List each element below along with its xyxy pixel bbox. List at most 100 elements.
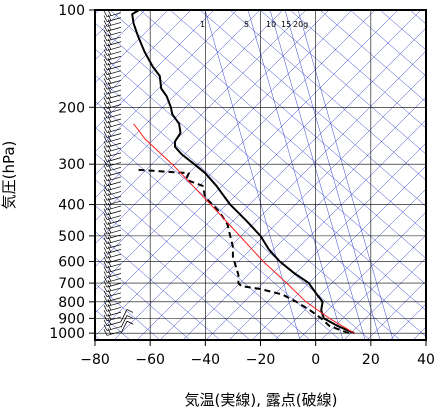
wind-barb-flag [107,101,112,108]
isotherm-line [320,234,426,340]
wind-barb-flag [103,184,108,191]
wind-barb-flag [107,222,112,229]
wind-barb-flag [103,261,108,268]
wind-barb [106,118,122,124]
wind-barb [106,137,122,143]
isotherm-line [297,211,426,340]
wind-barb [106,152,122,158]
wind-barb [106,176,122,182]
wind-barb [106,70,122,76]
wind-barb [106,51,122,56]
wind-barb [106,147,122,153]
wind-barb-flag [103,39,108,46]
wind-barb-flag [107,212,112,219]
wind-barb-flag [103,15,108,22]
adiabat-line [109,10,426,285]
wind-barb-flag [103,126,108,133]
wind-barb-flag [103,208,108,215]
reference-profile [133,123,355,334]
wind-barb [106,60,122,66]
x-tick-label: 0 [311,352,320,368]
adiabat-line [95,205,251,340]
wind-barb-flag [107,304,112,311]
grid [95,10,426,340]
wind-barb [106,239,122,245]
temperature-profile [131,10,355,335]
wind-barb-flag [103,252,108,259]
wind-barb-flag [103,160,108,167]
wind-barb-flag [107,231,112,239]
y-tick-label: 200 [58,100,85,116]
wind-barb-flag [107,294,112,301]
isotherm-line [274,188,426,340]
isotherm-line [95,10,399,314]
isotherm-line [182,96,426,340]
wind-barb-flag [103,179,108,186]
wind-barb-flag [107,202,112,210]
wind-barb-flag [107,246,112,253]
adiabat-line [319,10,426,103]
wind-barb-flag [107,164,112,171]
wind-barb [106,36,122,42]
wind-barb-flag [103,285,108,293]
wind-barb-flag [107,173,112,181]
wind-barb [106,297,122,302]
wind-barb [106,41,122,47]
wind-barb-flag [107,91,112,99]
wind-barb [106,55,122,61]
wind-barb-flag [103,165,108,172]
wind-barb-flag [107,154,112,161]
wind-barb [106,220,122,225]
wind-barb-flag [107,72,112,79]
wind-barb-flag [107,226,112,234]
y-tick-label: 1000 [49,326,85,342]
wind-barb-flag [107,197,112,205]
wind-barb-flag [103,155,108,162]
wind-barb-flag [107,106,112,113]
wind-barb-flag [107,217,112,224]
wind-barb-flag [103,237,108,244]
wind-barb-flag [103,44,108,51]
wind-barb [106,46,122,51]
wind-barb-flag [103,169,108,177]
x-tick-label: −20 [246,352,276,368]
isotherm-line [95,10,238,153]
wind-barb [106,22,122,27]
wind-barb-flag [103,314,108,322]
wind-barb [106,311,122,317]
y-tick-label: 300 [58,157,85,173]
wind-barb-flag [103,174,108,182]
wind-barb [106,249,122,254]
mixing-ratio-label: 1 [200,20,205,29]
adiabat-line [95,100,371,340]
isotherm-line [95,10,215,130]
adiabat-line [139,10,426,259]
wind-barb-flag [103,73,108,80]
wind-barb [106,31,122,37]
x-tick-label: 20 [362,352,380,368]
adiabat-line [95,257,191,340]
wind-barb-flag [107,144,112,152]
wind-barb-flag [103,194,108,201]
isotherm-line [95,10,330,245]
wind-barb-flag [107,149,112,156]
wind-barb [106,205,122,211]
mixing-ratio-line [284,10,381,340]
wind-barb [106,181,122,187]
wind-barb-flag [103,10,108,17]
wind-barb-flag [107,328,112,335]
wind-barb [106,195,122,201]
wind-barb [106,302,122,307]
adiabat-line [95,179,281,340]
wind-barb [106,282,122,288]
wind-barb [106,75,122,80]
wind-barb [106,142,122,148]
wind-barb [106,80,122,85]
wind-barb [120,309,128,322]
wind-barb [106,89,122,95]
wind-barb [106,113,122,119]
wind-barb [106,273,122,278]
adiabat-line [289,10,426,129]
wind-barb [106,292,122,298]
adiabat-line [349,10,426,77]
